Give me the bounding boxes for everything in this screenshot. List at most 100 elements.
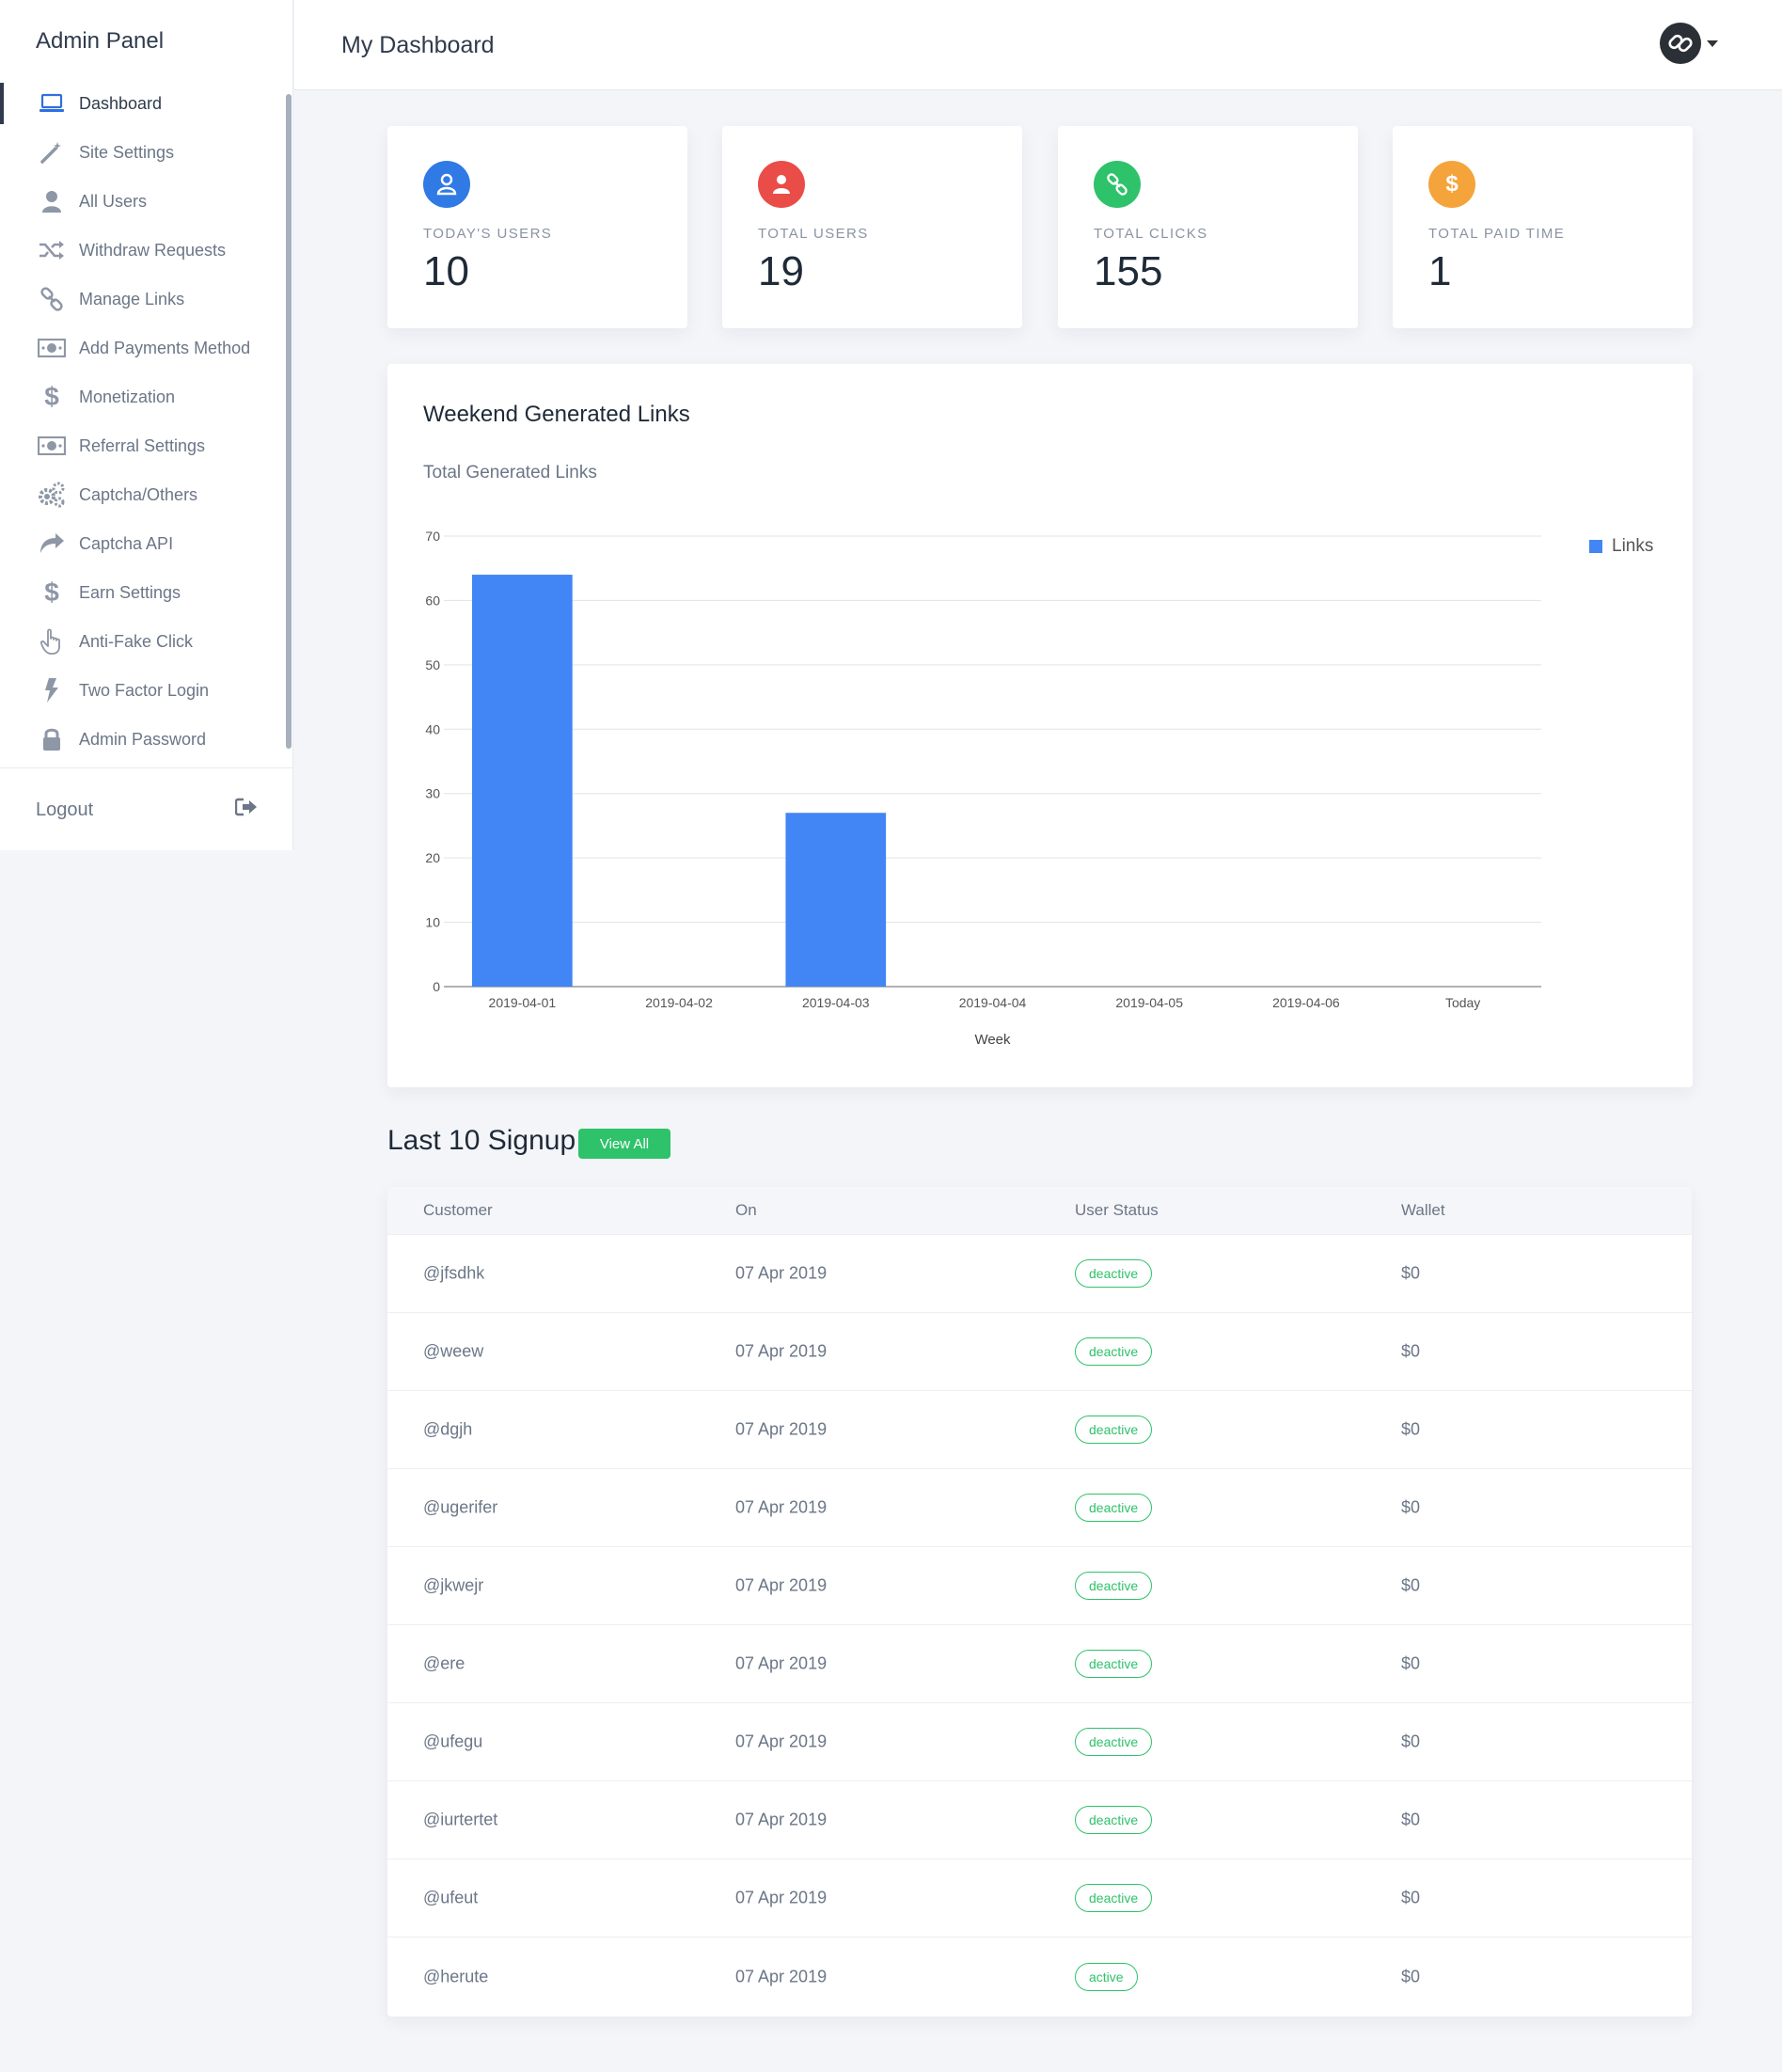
sidebar-item-add-payments-method[interactable]: Add Payments Method	[0, 324, 293, 372]
stat-value: 10	[423, 248, 469, 294]
table-row[interactable]: @herute 07 Apr 2019 active $0	[387, 1938, 1692, 2016]
status-badge: deactive	[1075, 1337, 1153, 1366]
pointer-hand-icon	[38, 627, 66, 656]
view-all-button[interactable]: View All	[578, 1129, 670, 1159]
signup-date: 07 Apr 2019	[735, 1810, 828, 1829]
signup-section-title: Last 10 Signup	[387, 1125, 576, 1156]
table-body: @jfsdhk 07 Apr 2019 deactive $0 @weew 07 Apr …	[387, 1235, 1692, 2016]
sidebar-item-manage-links[interactable]: Manage Links	[0, 275, 293, 324]
gears-icon	[38, 481, 66, 509]
sidebar-item-monetization[interactable]: $ Monetization	[0, 372, 293, 421]
table-row[interactable]: @dgjh 07 Apr 2019 deactive $0	[387, 1391, 1692, 1469]
sidebar-scrollbar[interactable]	[286, 94, 292, 749]
status-badge: deactive	[1075, 1728, 1153, 1756]
table-header: Customer On User Status Wallet	[387, 1187, 1692, 1235]
sidebar-item-anti-fake-click[interactable]: Anti-Fake Click	[0, 617, 293, 666]
status-badge: active	[1075, 1962, 1138, 1991]
column-header-on[interactable]: On	[735, 1201, 757, 1219]
table-row[interactable]: @ugerifer 07 Apr 2019 deactive $0	[387, 1469, 1692, 1547]
column-header-user-status[interactable]: User Status	[1075, 1201, 1159, 1219]
y-tick-label: 60	[425, 593, 440, 608]
sidebar-item-withdraw-requests[interactable]: Withdraw Requests	[0, 226, 293, 275]
account-menu[interactable]	[1660, 23, 1718, 64]
customer-handle[interactable]: @ugerifer	[423, 1497, 498, 1517]
table-row[interactable]: @iurtertet 07 Apr 2019 deactive $0	[387, 1781, 1692, 1859]
sidebar-item-site-settings[interactable]: Site Settings	[0, 128, 293, 177]
chart-legend[interactable]: Links	[1589, 536, 1653, 557]
signup-date: 07 Apr 2019	[735, 1888, 828, 1907]
sidebar-item-admin-password[interactable]: Admin Password	[0, 715, 293, 764]
customer-handle[interactable]: @jfsdhk	[423, 1263, 485, 1283]
column-header-customer[interactable]: Customer	[423, 1201, 493, 1219]
table-row[interactable]: @jkwejr 07 Apr 2019 deactive $0	[387, 1547, 1692, 1625]
sidebar-item-label: Withdraw Requests	[79, 240, 227, 260]
sidebar-item-label: Captcha/Others	[79, 484, 198, 504]
table-row[interactable]: @weew 07 Apr 2019 deactive $0	[387, 1313, 1692, 1391]
wallet-amount: $0	[1401, 1419, 1421, 1439]
customer-handle[interactable]: @ufegu	[423, 1732, 483, 1751]
x-tick-label: 2019-04-05	[1115, 995, 1183, 1010]
customer-handle[interactable]: @weew	[423, 1341, 484, 1361]
sidebar-item-label: Add Payments Method	[79, 338, 251, 357]
table-row[interactable]: @jfsdhk 07 Apr 2019 deactive $0	[387, 1235, 1692, 1313]
chevron-down-icon[interactable]	[1707, 40, 1718, 47]
link-icon	[1094, 161, 1141, 208]
x-tick-label: 2019-04-02	[645, 995, 713, 1010]
stat-card-todays-users: TODAY'S USERS 10	[387, 126, 687, 328]
sidebar-item-all-users[interactable]: All Users	[0, 177, 293, 226]
status-badge: deactive	[1075, 1494, 1153, 1522]
sidebar-item-captcha-api[interactable]: Captcha API	[0, 519, 293, 568]
signup-table: Customer On User Status Wallet @jfsdhk 07…	[387, 1187, 1692, 2017]
status-badge: deactive	[1075, 1416, 1153, 1444]
customer-handle[interactable]: @dgjh	[423, 1419, 473, 1439]
sidebar-item-dashboard[interactable]: Dashboard	[0, 79, 293, 128]
wallet-amount: $0	[1401, 1575, 1421, 1595]
sidebar-item-label: Captcha API	[79, 533, 174, 553]
legend-swatch	[1589, 540, 1602, 553]
table-row[interactable]: @ere 07 Apr 2019 deactive $0	[387, 1625, 1692, 1703]
sidebar-item-label: Anti-Fake Click	[79, 631, 194, 651]
sidebar-item-earn-settings[interactable]: $ Earn Settings	[0, 568, 293, 617]
customer-handle[interactable]: @iurtertet	[423, 1810, 498, 1829]
stat-card-total-users: TOTAL USERS 19	[722, 126, 1022, 328]
y-tick-label: 70	[425, 529, 440, 544]
link-icon	[38, 285, 66, 313]
status-badge: deactive	[1075, 1884, 1153, 1912]
customer-handle[interactable]: @jkwejr	[423, 1575, 484, 1595]
sidebar-item-label: Referral Settings	[79, 435, 206, 455]
sidebar-item-label: Dashboard	[79, 93, 163, 113]
signup-date: 07 Apr 2019	[735, 1497, 828, 1517]
stat-value: 19	[758, 248, 804, 294]
stat-label: TOTAL PAID TIME	[1428, 226, 1566, 242]
logout-label: Logout	[36, 799, 94, 820]
stat-label: TOTAL CLICKS	[1094, 226, 1208, 242]
sidebar: Admin Panel Dashboard Site Settings All …	[0, 0, 293, 850]
avatar[interactable]	[1660, 23, 1701, 64]
sidebar-item-label: Site Settings	[79, 142, 175, 162]
sidebar-item-captcha-others[interactable]: Captcha/Others	[0, 470, 293, 519]
column-header-wallet[interactable]: Wallet	[1401, 1201, 1445, 1219]
stat-label: TOTAL USERS	[758, 226, 869, 242]
wallet-amount: $0	[1401, 1888, 1421, 1907]
money-bill-icon	[38, 334, 66, 362]
sign-out-icon	[234, 798, 258, 822]
share-arrow-icon	[38, 530, 66, 558]
y-tick-label: 20	[425, 850, 440, 865]
customer-handle[interactable]: @herute	[423, 1967, 489, 1985]
customer-handle[interactable]: @ere	[423, 1653, 465, 1673]
table-row[interactable]: @ufegu 07 Apr 2019 deactive $0	[387, 1703, 1692, 1781]
bolt-icon	[38, 676, 66, 704]
x-tick-label: 2019-04-01	[489, 995, 557, 1010]
signup-date: 07 Apr 2019	[735, 1653, 828, 1673]
chart-subtitle: Total Generated Links	[423, 463, 597, 482]
customer-handle[interactable]: @ufeut	[423, 1888, 479, 1907]
table-row[interactable]: @ufeut 07 Apr 2019 deactive $0	[387, 1859, 1692, 1938]
sidebar-item-referral-settings[interactable]: Referral Settings	[0, 421, 293, 470]
signup-date: 07 Apr 2019	[735, 1263, 828, 1283]
status-badge: deactive	[1075, 1650, 1153, 1678]
logout-button[interactable]: Logout	[36, 796, 258, 824]
y-tick-label: 30	[425, 786, 440, 801]
sidebar-item-two-factor-login[interactable]: Two Factor Login	[0, 666, 293, 715]
x-tick-label: 2019-04-03	[802, 995, 870, 1010]
brand-title: Admin Panel	[36, 28, 165, 54]
